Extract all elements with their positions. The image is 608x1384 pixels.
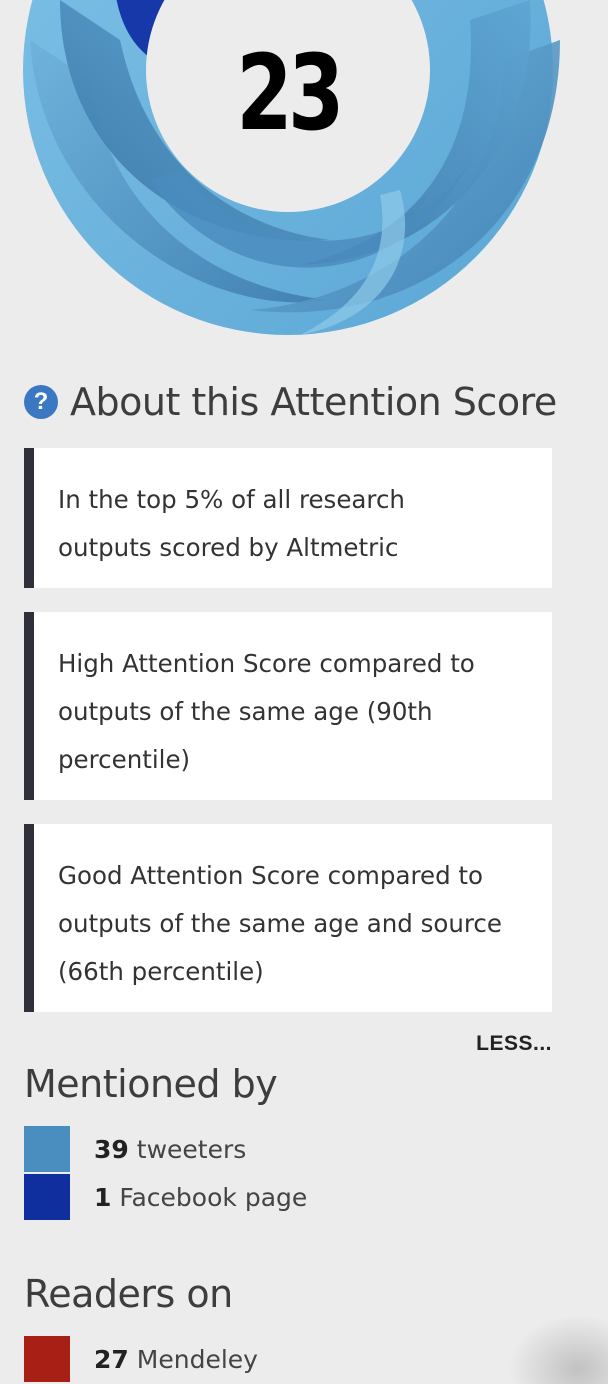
card-line: outputs scored by Altmetric [58,533,399,562]
attention-score-value: 23 [236,32,344,154]
mention-text: 39 tweeters [94,1135,246,1164]
mention-row-tweeters[interactable]: 39 tweeters [24,1126,246,1172]
mention-label: tweeters [136,1134,247,1164]
mentioned-by-title: Mentioned by [24,1062,278,1106]
card-line: outputs of the same age (90th [58,697,433,726]
card-line: percentile) [58,745,191,774]
card-line: In the top 5% of all research [58,485,405,514]
card-line: Good Attention Score compared to [58,861,484,890]
tweeters-swatch [24,1126,70,1172]
reader-label: Mendeley [136,1344,258,1374]
reader-count: 27 [94,1344,129,1374]
card-line: (66th percentile) [58,957,264,986]
attention-donut[interactable]: 23 [0,0,608,350]
score-context-card: Good Attention Score compared to outputs… [24,824,552,1012]
less-link[interactable]: LESS... [476,1032,552,1055]
mendeley-swatch [24,1336,70,1382]
reader-row-mendeley[interactable]: 27 Mendeley [24,1336,258,1382]
help-icon[interactable]: ? [24,385,58,419]
score-context-card: In the top 5% of all research outputs sc… [24,448,552,588]
facebook-swatch [24,1174,70,1220]
readers-on-title: Readers on [24,1272,233,1316]
corner-shadow [508,1314,608,1384]
about-title: About this Attention Score [70,380,557,424]
mention-count: 1 [94,1182,112,1212]
about-attention-heading: ? About this Attention Score [24,380,557,424]
mention-row-facebook[interactable]: 1 Facebook page [24,1174,307,1220]
score-context-card: High Attention Score compared to outputs… [24,612,552,800]
reader-text: 27 Mendeley [94,1345,258,1374]
mention-text: 1 Facebook page [94,1183,307,1212]
card-line: outputs of the same age and source [58,909,502,938]
donut-graphic [23,0,560,335]
mention-count: 39 [94,1134,129,1164]
card-line: High Attention Score compared to [58,649,475,678]
mention-label: Facebook page [119,1182,308,1212]
